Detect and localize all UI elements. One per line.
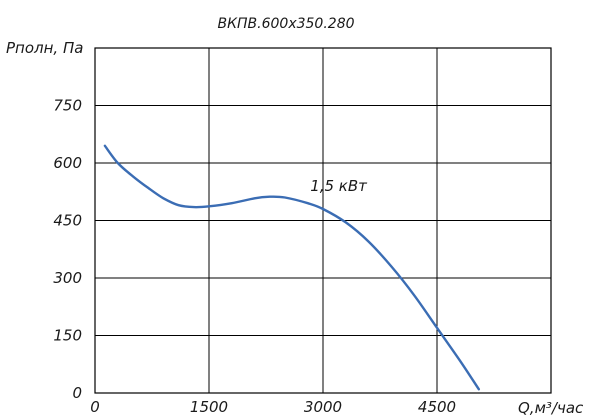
x-tick-label: 1500 <box>190 398 228 416</box>
x-tick-label: 0 <box>90 398 100 416</box>
plot-frame <box>94 47 552 394</box>
x-tick-label: 3000 <box>304 398 342 416</box>
chart-title: ВКПВ.600х350.280 <box>217 16 354 32</box>
grid-lines <box>95 48 551 393</box>
x-axis-label: Q,м³/час <box>518 399 584 416</box>
y-tick-label: 0 <box>72 384 82 402</box>
series-marks <box>103 144 480 391</box>
y-tick-label: 450 <box>53 212 82 230</box>
tick-labels: 0 1500 3000 4500 0 150 300 450 600 750 <box>53 97 456 416</box>
y-tick-label: 600 <box>53 154 82 172</box>
power-annotation: 1,5 кВт <box>310 177 368 195</box>
x-tick-label: 4500 <box>418 398 456 416</box>
y-axis-label: Pполн, Па <box>6 39 83 57</box>
y-tick-label: 300 <box>53 269 82 287</box>
y-tick-label: 750 <box>53 97 82 115</box>
y-tick-label: 150 <box>53 327 82 345</box>
series-line <box>103 144 480 391</box>
